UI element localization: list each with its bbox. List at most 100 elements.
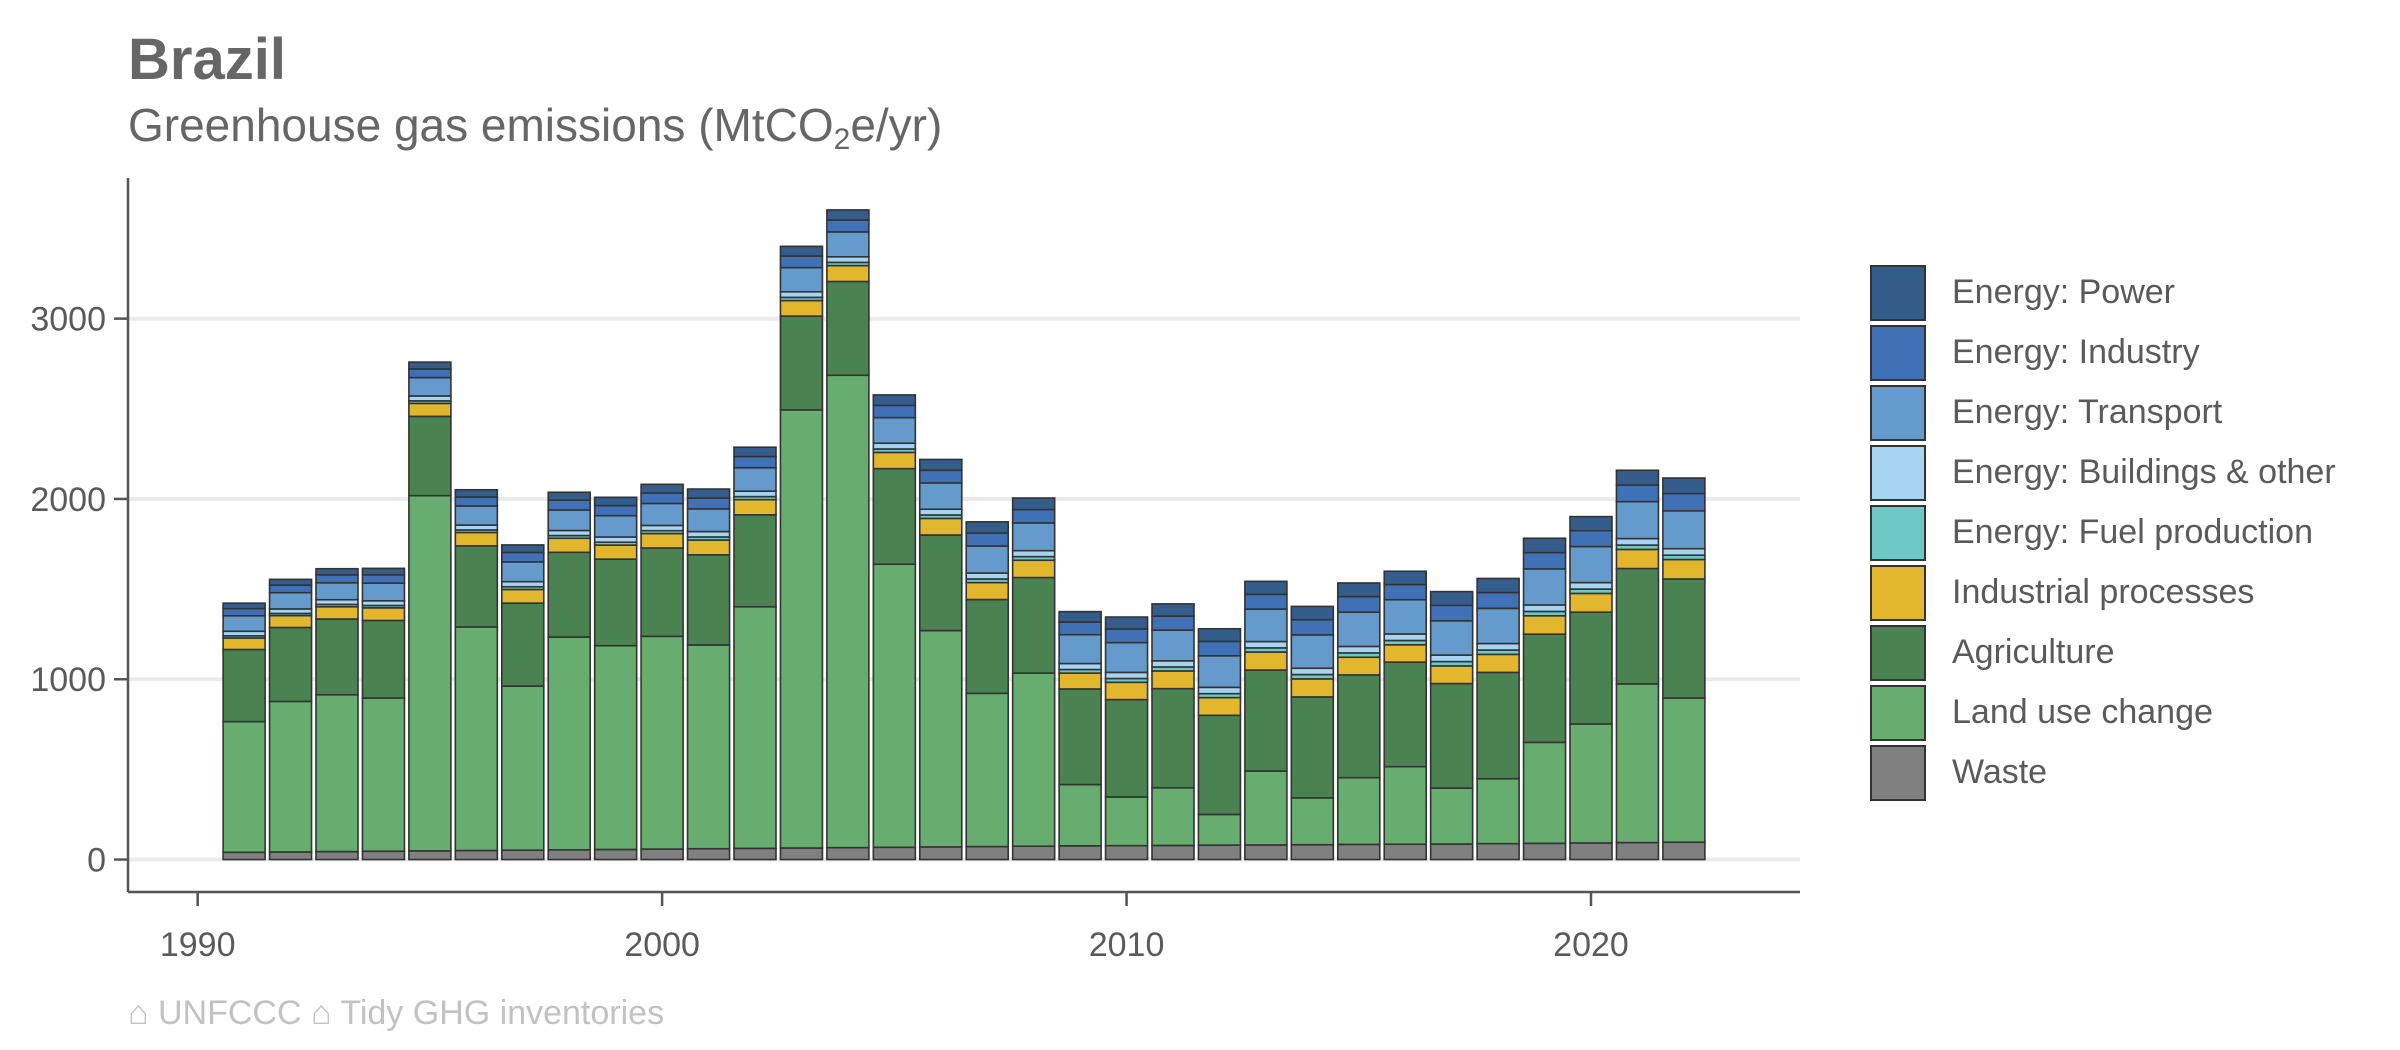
legend-item-industrial-processes: Industrial processes — [1870, 565, 2390, 621]
bar-segment-1996-energy-transport — [454, 505, 499, 526]
bar-segment-2017-energy-industry — [1429, 604, 1474, 622]
bar-segment-2012-agriculture — [1197, 714, 1242, 816]
bar-segment-2010-waste — [1104, 844, 1149, 861]
bar-segment-2016-energy-buildings-other — [1383, 633, 1428, 642]
bar-segment-2007-energy-buildings-other — [965, 572, 1010, 580]
bar-segment-2021-industrial-processes — [1615, 548, 1660, 570]
bar-segment-2013-agriculture — [1244, 669, 1288, 772]
chart-subtitle: Greenhouse gas emissions (MtCO2e/yr) — [128, 98, 942, 157]
bar-segment-2012-energy-buildings-other — [1197, 686, 1242, 695]
bar-segment-1994-energy-industry — [361, 574, 406, 584]
bar-segment-1999-energy-industry — [593, 504, 638, 517]
bar-segment-1997-energy-power — [500, 544, 545, 554]
bar-segment-2014-energy-transport — [1290, 634, 1335, 670]
bar-segment-2010-energy-buildings-other — [1104, 671, 1149, 680]
bar-segment-1994-agriculture — [361, 619, 406, 699]
bar-segment-2017-energy-power — [1429, 590, 1474, 607]
bar-segment-2007-energy-power — [965, 521, 1010, 534]
bar-segment-2014-agriculture — [1290, 696, 1335, 799]
bar-segment-2020-energy-buildings-other — [1569, 581, 1613, 590]
bar-segment-1991-agriculture — [222, 648, 266, 723]
bar-segment-2010-energy-transport — [1104, 641, 1149, 674]
bar-segment-2000-energy-power — [640, 483, 684, 494]
legend-label-energy-power: Energy: Power — [1952, 273, 2175, 311]
bar-segment-2012-waste — [1197, 844, 1242, 861]
bar-segment-2011-energy-buildings-other — [1151, 660, 1195, 668]
bar-segment-2002-agriculture — [733, 514, 777, 608]
bar-segment-2009-energy-transport — [1058, 633, 1102, 665]
bar-segment-2006-energy-buildings-other — [918, 508, 963, 516]
bar-segment-2019-energy-industry — [1522, 551, 1567, 570]
bar-segment-1992-energy-industry — [268, 584, 313, 594]
bar-segment-2014-waste — [1290, 843, 1335, 861]
bar-segment-2013-land-use-change — [1244, 770, 1288, 846]
bar-segment-1992-agriculture — [268, 626, 313, 703]
bar-segment-2021-land-use-change — [1615, 683, 1660, 844]
bar-segment-2002-energy-transport — [733, 466, 777, 492]
bar-segment-2006-energy-transport — [918, 482, 963, 511]
bar-segment-1996-energy-industry — [454, 496, 499, 507]
bar-segment-2019-energy-power — [1522, 537, 1567, 554]
bar-segment-2002-industrial-processes — [733, 498, 777, 516]
bar-segment-2004-agriculture — [826, 280, 870, 377]
bar-segment-1993-waste — [315, 850, 359, 861]
bar-segment-2002-waste — [733, 847, 777, 861]
bar-segment-2018-energy-transport — [1476, 607, 1520, 645]
bar-segment-2014-industrial-processes — [1290, 678, 1335, 698]
bar-segment-2022-energy-power — [1662, 477, 1706, 495]
bar-segment-1998-energy-power — [547, 491, 592, 502]
bar-segment-2001-energy-industry — [686, 497, 731, 510]
bar-segment-2008-land-use-change — [1011, 672, 1056, 848]
bar-segment-2004-energy-power — [826, 209, 870, 221]
bar-segment-2015-waste — [1336, 843, 1381, 861]
legend-item-energy-buildings-other: Energy: Buildings & other — [1870, 445, 2390, 501]
legend-item-land-use-change: Land use change — [1870, 685, 2390, 741]
bar-segment-1999-energy-transport — [593, 514, 638, 538]
bar-segment-2007-industrial-processes — [965, 581, 1010, 601]
bar-segment-2013-energy-industry — [1244, 593, 1288, 610]
bar-segment-1995-agriculture — [408, 415, 452, 497]
bar-segment-1996-industrial-processes — [454, 531, 499, 547]
bar-segment-1999-energy-power — [593, 496, 638, 507]
bar-segment-2017-agriculture — [1429, 682, 1474, 789]
bar-segment-1995-waste — [408, 850, 452, 861]
bar-segment-2009-agriculture — [1058, 688, 1102, 786]
bar-segment-1991-land-use-change — [222, 720, 266, 854]
bar-segment-2010-energy-power — [1104, 616, 1149, 630]
bar-segment-2008-agriculture — [1011, 576, 1056, 674]
legend-label-agriculture: Agriculture — [1952, 633, 2115, 671]
bar-segment-1993-land-use-change — [315, 693, 359, 853]
bar-segment-2004-energy-industry — [826, 219, 870, 233]
bar-segment-2020-energy-transport — [1569, 545, 1613, 584]
bar-segment-2017-energy-buildings-other — [1429, 654, 1474, 663]
bar-segment-1996-land-use-change — [454, 626, 499, 852]
bar-segment-2008-energy-power — [1011, 497, 1056, 511]
bar-segment-1995-energy-industry — [408, 368, 452, 379]
bar-segment-2017-land-use-change — [1429, 787, 1474, 845]
bar-segment-2004-industrial-processes — [826, 264, 870, 283]
bar-segment-2015-energy-industry — [1336, 595, 1381, 613]
subtitle-subscript: 2 — [833, 123, 851, 156]
bar-segment-2009-energy-buildings-other — [1058, 662, 1102, 671]
bar-segment-2013-energy-power — [1244, 580, 1288, 596]
bar-segment-2001-industrial-processes — [686, 539, 731, 556]
bar-segment-2011-energy-transport — [1151, 629, 1195, 662]
bar-segment-2018-land-use-change — [1476, 777, 1520, 845]
bar-segment-2012-industrial-processes — [1197, 696, 1242, 717]
legend-label-waste: Waste — [1952, 753, 2048, 791]
legend-label-energy-transport: Energy: Transport — [1952, 393, 2223, 431]
legend-label-industrial-processes: Industrial processes — [1952, 573, 2255, 611]
bar-segment-2004-energy-transport — [826, 231, 870, 258]
bar-segment-1991-energy-industry — [222, 607, 266, 617]
bar-segment-1992-energy-transport — [268, 591, 313, 610]
x-tick-label-2010: 2010 — [1089, 926, 1165, 964]
bar-segment-2021-waste — [1615, 841, 1660, 861]
bar-segment-1997-energy-industry — [500, 551, 545, 563]
bar-segment-2004-land-use-change — [826, 374, 870, 849]
bar-segment-2022-waste — [1662, 841, 1706, 861]
bar-segment-2018-energy-power — [1476, 577, 1520, 594]
legend-swatch-energy-transport — [1870, 385, 1926, 441]
bar-segment-2008-energy-transport — [1011, 522, 1056, 552]
legend-swatch-energy-industry — [1870, 325, 1926, 381]
bar-segment-2005-energy-buildings-other — [872, 442, 917, 450]
